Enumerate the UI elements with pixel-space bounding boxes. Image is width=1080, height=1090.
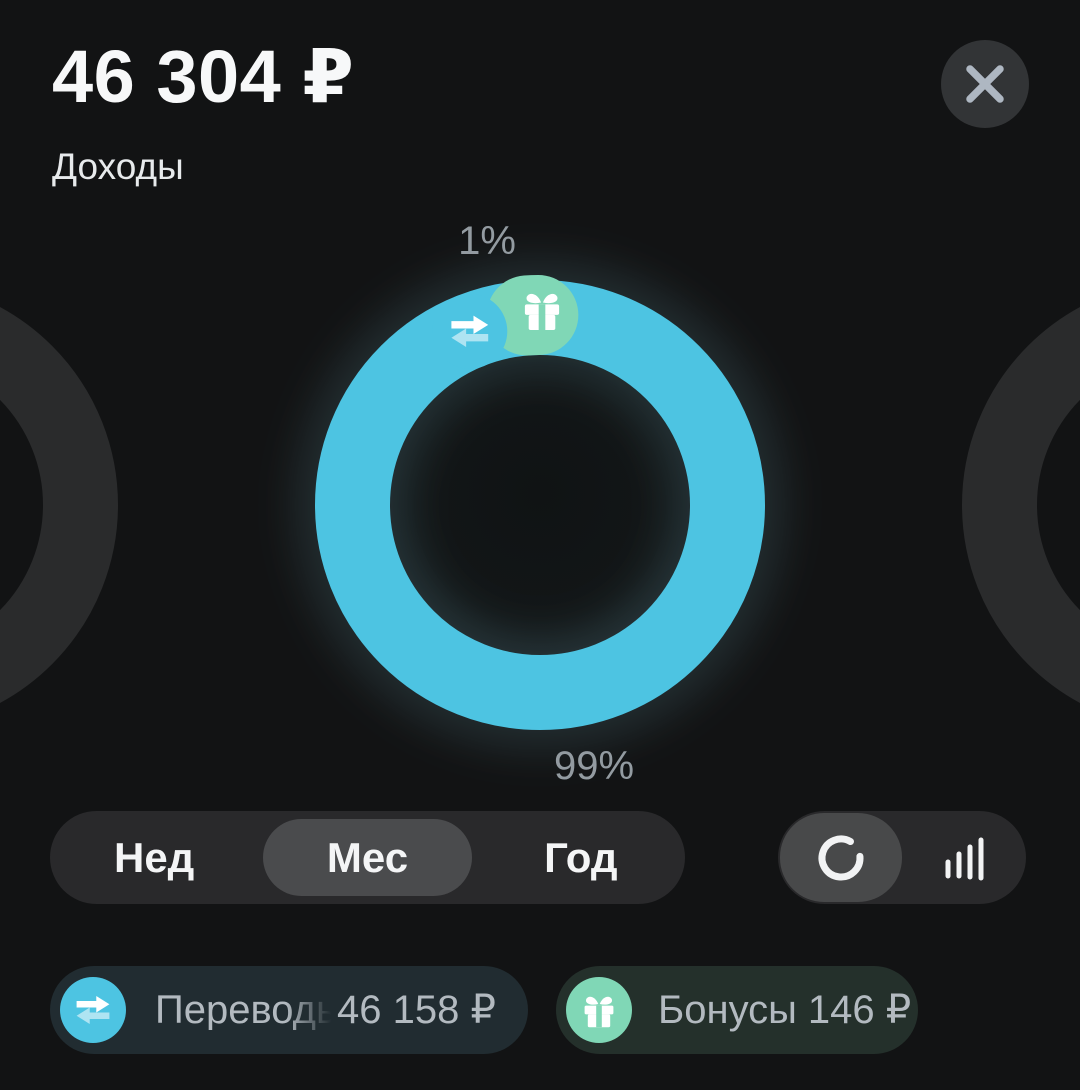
close-icon bbox=[966, 65, 1004, 103]
tab-week[interactable]: Нед bbox=[113, 833, 195, 881]
toggle-donut-view[interactable] bbox=[780, 813, 902, 902]
toggle-bar-view[interactable] bbox=[904, 811, 1026, 904]
transfer-arrows-icon bbox=[60, 977, 126, 1043]
total-amount: 46 304 ₽ bbox=[52, 35, 355, 118]
page-title: Доходы bbox=[52, 146, 184, 187]
chip-amount-bonuses: 146 ₽ bbox=[807, 988, 912, 1032]
period-tabs: Нед Мес Год bbox=[50, 811, 685, 904]
percent-label-transfers: 99% bbox=[553, 744, 635, 788]
percent-label-bonuses: 1% bbox=[458, 219, 516, 263]
donut-hole bbox=[389, 354, 691, 656]
donut-chart-icon bbox=[818, 835, 864, 880]
bar-chart-icon bbox=[945, 837, 984, 880]
chip-label-transfers: Переводы bbox=[155, 990, 337, 1030]
tab-year[interactable]: Год bbox=[544, 833, 618, 881]
chart-type-toggle bbox=[778, 811, 1026, 904]
tab-month[interactable]: Мес bbox=[263, 819, 472, 896]
transfers-segment-cap[interactable] bbox=[432, 293, 508, 369]
close-button[interactable] bbox=[941, 40, 1029, 128]
previous-chart-ring bbox=[0, 307, 118, 703]
chip-label-bonuses: Бонусы bbox=[658, 988, 797, 1032]
next-chart-ring bbox=[962, 307, 1080, 703]
gift-icon bbox=[566, 977, 632, 1043]
chip-amount-transfers: 46 158 ₽ bbox=[337, 988, 496, 1032]
legend-chip-transfers[interactable]: Переводы 46 158 ₽ bbox=[50, 966, 528, 1054]
legend-chip-bonuses[interactable]: Бонусы 146 ₽ bbox=[556, 966, 918, 1054]
